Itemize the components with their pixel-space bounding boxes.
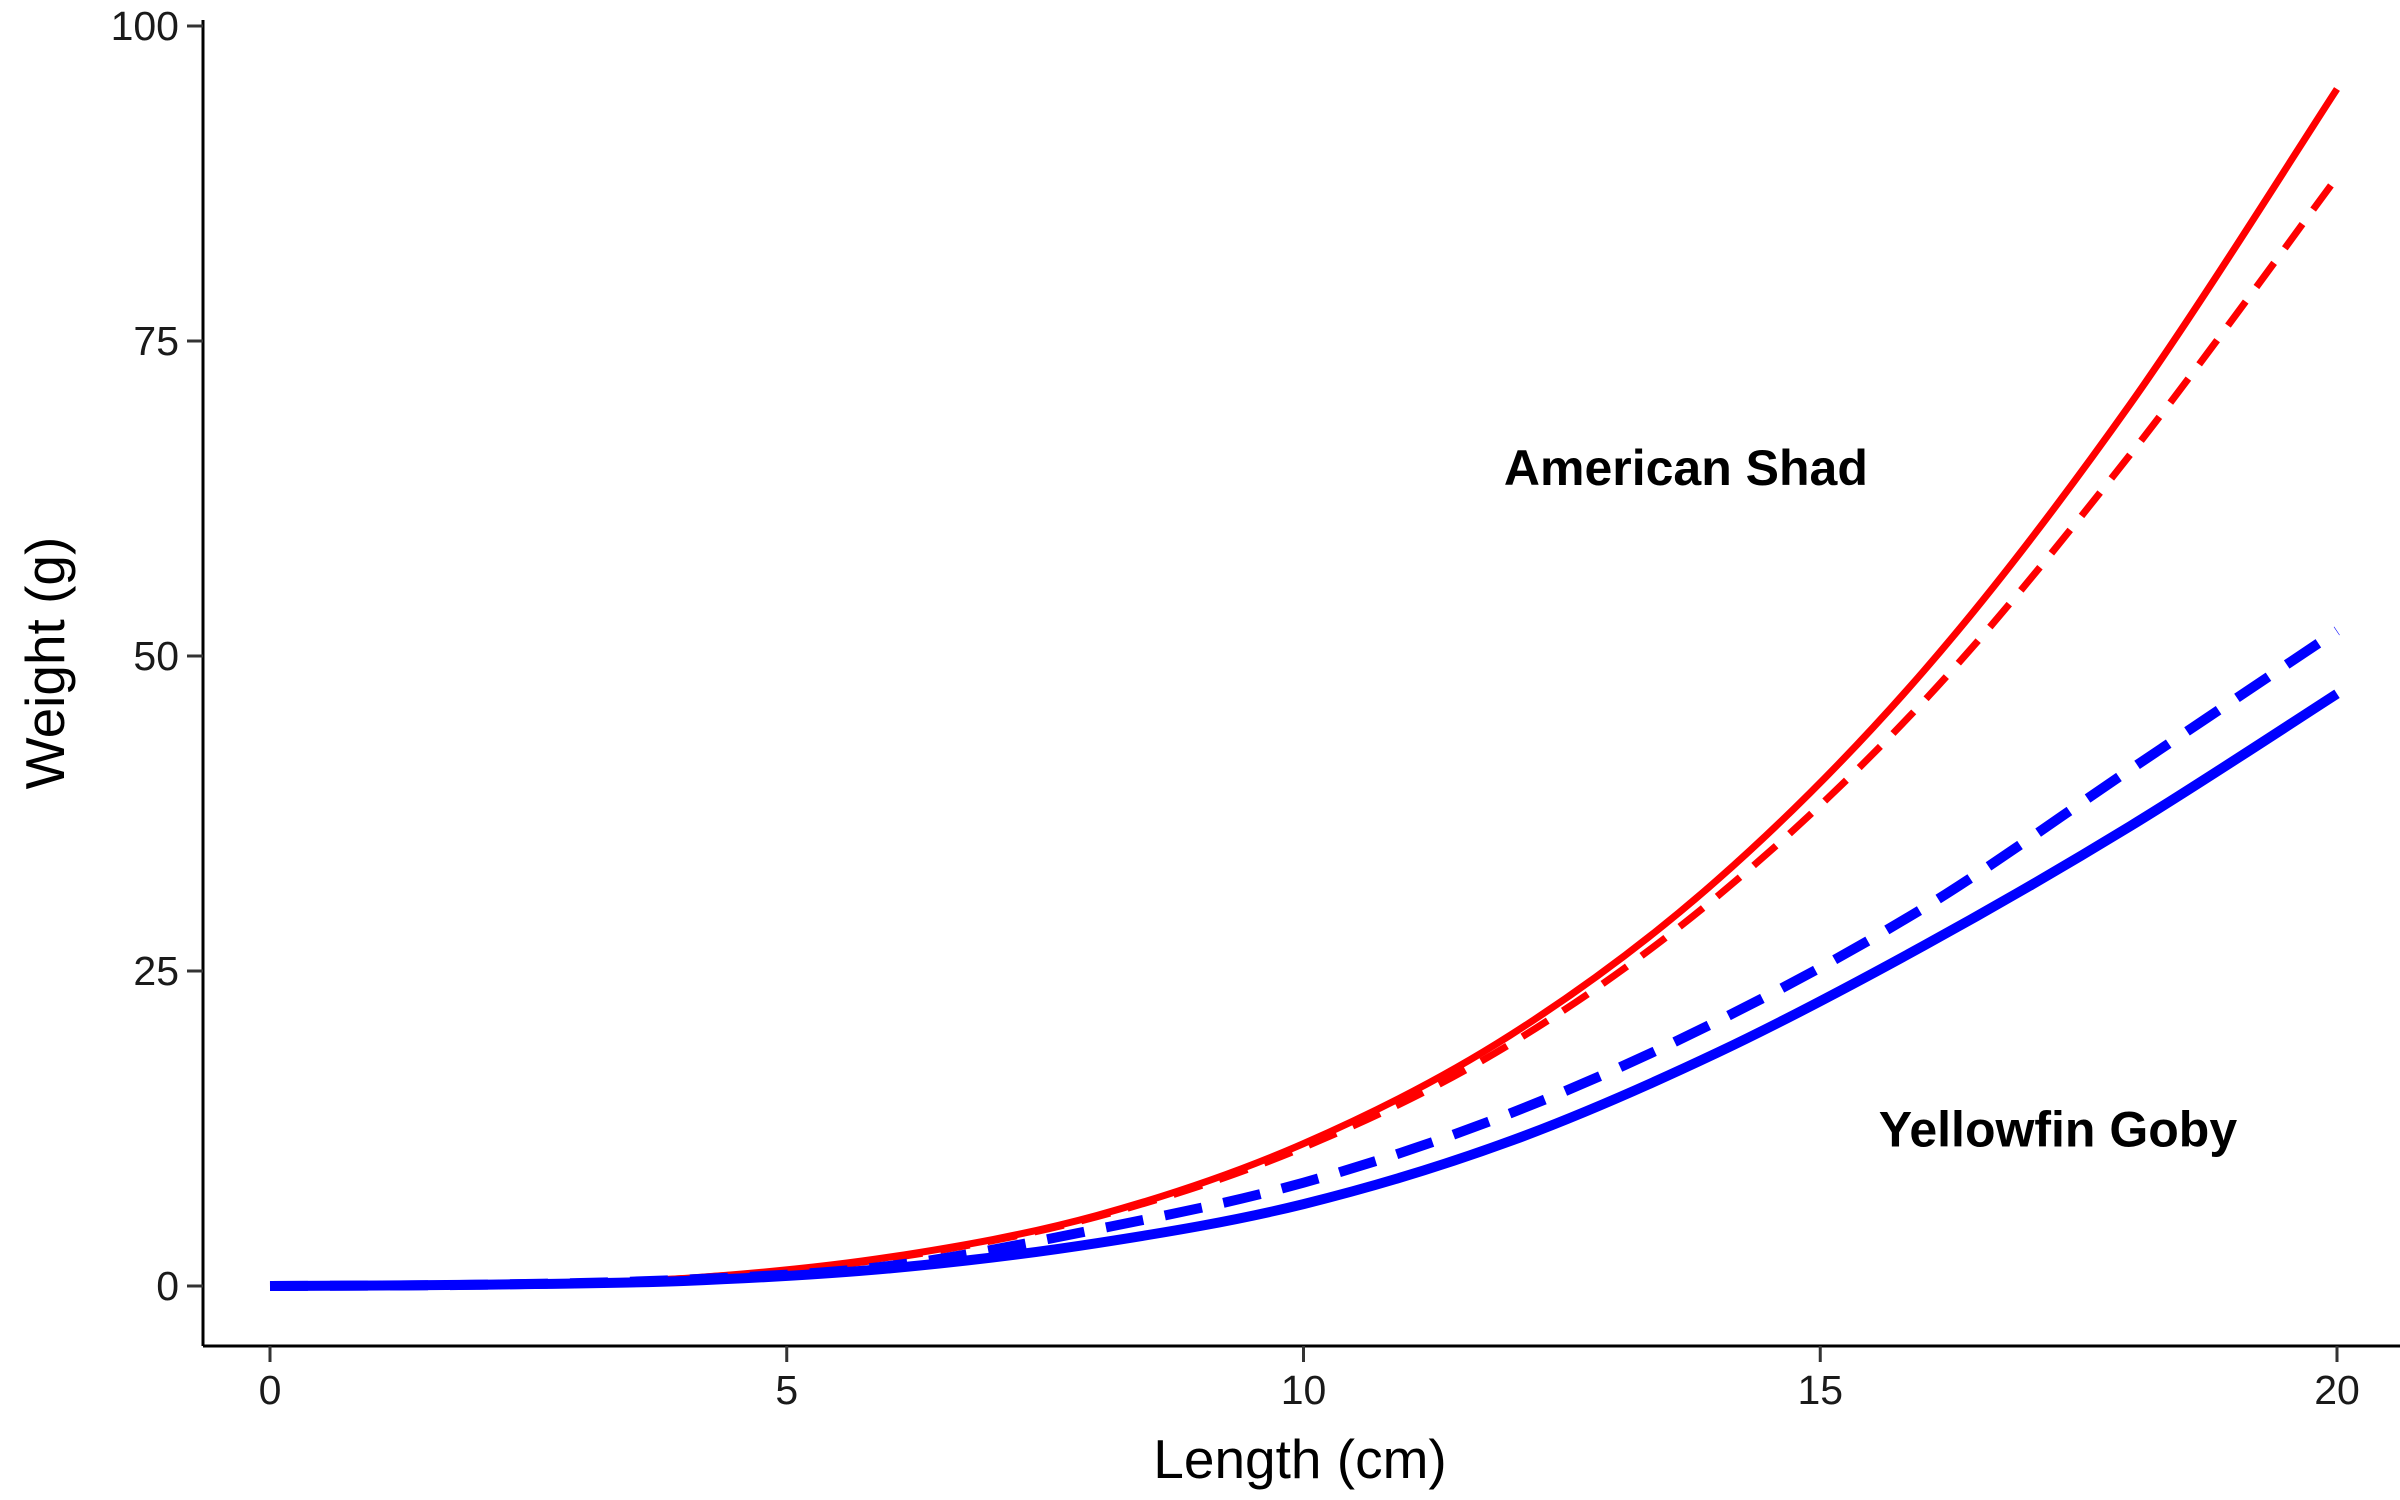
plot-area	[269, 87, 2340, 1291]
x-tick-label: 5	[775, 1367, 798, 1413]
y-tick-label: 0	[156, 1263, 179, 1309]
x-tick-label: 20	[2314, 1367, 2360, 1413]
y-tick-label: 75	[133, 318, 179, 364]
x-tick-label: 10	[1281, 1367, 1327, 1413]
annotation-label: Yellowfin Goby	[1879, 1102, 2238, 1158]
x-axis-ticks: 0 5 10 15 20	[259, 1346, 2360, 1413]
series-layer	[269, 87, 2340, 1291]
annotation-label: American Shad	[1504, 440, 1868, 496]
x-tick-label: 0	[259, 1367, 282, 1413]
y-tick-label: 25	[133, 948, 179, 994]
yellowfin-goby-dashed-line	[269, 626, 2340, 1291]
american-shad-dashed-line	[269, 175, 2340, 1290]
x-axis-title: Length (cm)	[1153, 1428, 1446, 1490]
y-axis-ticks: 0 25 50 75 100	[111, 3, 203, 1309]
y-tick-label: 50	[133, 633, 179, 679]
y-axis-title: Weight (g)	[14, 537, 76, 790]
annotation-layer: American Shad Yellowfin Goby	[1504, 440, 2237, 1158]
yellowfin-goby-solid-line	[269, 689, 2340, 1291]
x-tick-label: 15	[1797, 1367, 1843, 1413]
y-tick-label: 100	[111, 3, 179, 49]
